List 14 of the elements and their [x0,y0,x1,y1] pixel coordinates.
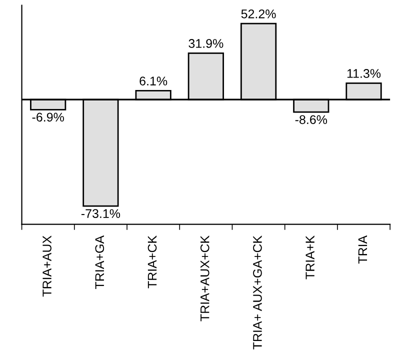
data-label: 11.3% [347,69,381,78]
x-tick-label: TRIA+AUX+CK [200,236,210,322]
x-tick-label: TRIA+AUX [42,236,52,297]
x-tick-label: TRIA+K [306,236,314,280]
data-label: 52.2% [241,9,276,18]
data-label: 6.1% [140,76,168,86]
x-tick-label: TRIA+CK [148,236,157,288]
x-tick-label: TRIA+GA [95,235,104,289]
data-label: -73.1% [81,209,120,218]
x-tick-label: TRIA+ AUX+GA+CK [253,236,262,350]
x-tick-label: TRIA [358,235,367,264]
data-label: 31.9% [188,39,224,48]
data-label: -6.9% [32,112,64,122]
data-label: -8.6% [295,115,328,124]
